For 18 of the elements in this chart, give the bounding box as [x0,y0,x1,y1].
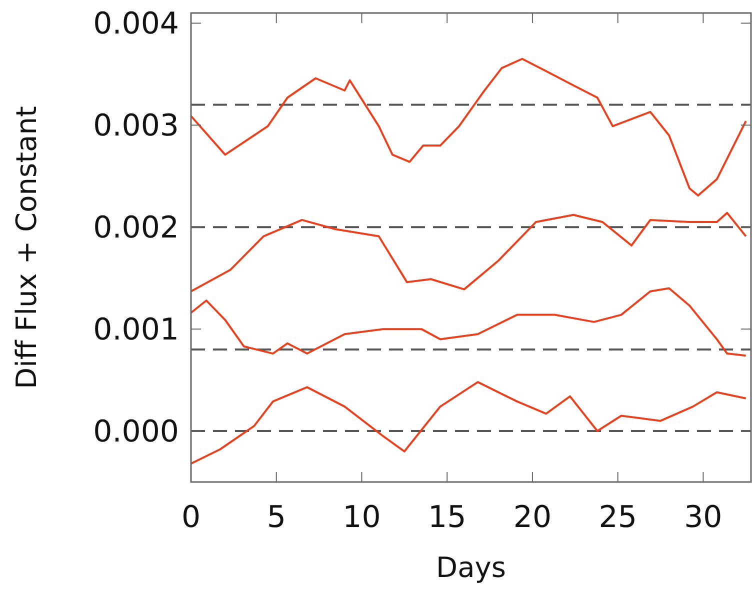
y-tick-label: 0.001 [93,312,179,348]
line-series [190,287,747,357]
x-tick-label: 10 [342,500,381,535]
y-axis-title: Diff Flux + Constant [10,106,43,389]
line-series [190,381,747,465]
x-tick-label: 20 [513,500,552,535]
x-tick-label: 30 [684,500,722,535]
y-tick-label: 0.000 [93,414,179,450]
y-tick-label: 0.002 [93,210,179,246]
y-tick-label: 0.004 [93,6,179,42]
x-tick-label: 0 [181,500,201,535]
y-tick-label: 0.003 [93,108,179,144]
x-tick-label: 5 [266,500,286,535]
x-tick-label: 15 [428,500,466,535]
line-series [190,58,747,196]
line-series [190,212,747,292]
x-tick-label: 25 [598,500,637,535]
x-axis-title: Days [436,551,506,584]
